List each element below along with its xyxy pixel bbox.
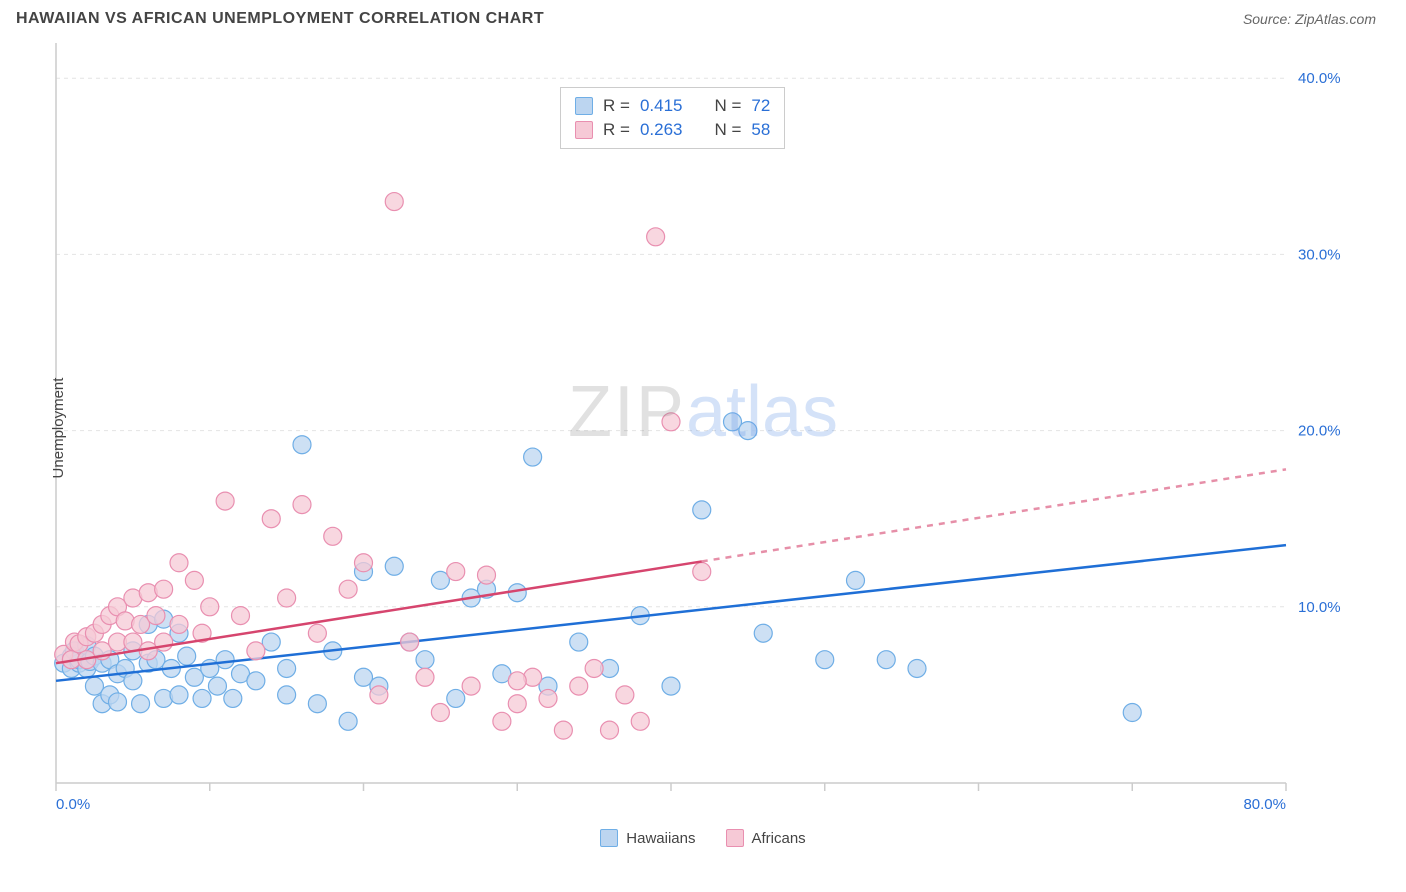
data-point bbox=[447, 689, 465, 707]
data-point bbox=[247, 642, 265, 660]
data-point bbox=[185, 571, 203, 589]
data-point bbox=[631, 712, 649, 730]
legend-label: Africans bbox=[752, 830, 806, 847]
y-tick-label: 30.0% bbox=[1298, 246, 1341, 263]
legend-label: Hawaiians bbox=[626, 830, 695, 847]
data-point bbox=[109, 693, 127, 711]
data-point bbox=[493, 712, 511, 730]
data-point bbox=[754, 624, 772, 642]
data-point bbox=[416, 651, 434, 669]
x-tick-label: 80.0% bbox=[1243, 796, 1286, 813]
data-point bbox=[647, 228, 665, 246]
data-point bbox=[201, 598, 219, 616]
data-point bbox=[385, 193, 403, 211]
data-point bbox=[293, 436, 311, 454]
data-point bbox=[570, 677, 588, 695]
data-point bbox=[339, 712, 357, 730]
y-tick-label: 10.0% bbox=[1298, 599, 1341, 616]
data-point bbox=[193, 689, 211, 707]
bottom-legend: Hawaiians Africans bbox=[0, 829, 1406, 847]
data-point bbox=[308, 695, 326, 713]
data-point bbox=[278, 659, 296, 677]
y-tick-label: 40.0% bbox=[1298, 70, 1341, 87]
data-point bbox=[1123, 704, 1141, 722]
stats-legend-box: R = 0.415 N = 72 R = 0.263 N = 58 bbox=[560, 87, 785, 149]
y-axis-title: Unemployment bbox=[50, 378, 67, 479]
stat-n-label: N = bbox=[714, 96, 741, 116]
data-point bbox=[247, 672, 265, 690]
chart-source: Source: ZipAtlas.com bbox=[1243, 11, 1376, 27]
data-point bbox=[462, 677, 480, 695]
data-point bbox=[170, 615, 188, 633]
data-point bbox=[847, 571, 865, 589]
data-point bbox=[147, 607, 165, 625]
data-point bbox=[132, 695, 150, 713]
stat-n-value: 72 bbox=[751, 96, 770, 116]
data-point bbox=[278, 589, 296, 607]
chart-area: Unemployment 10.0% 20.0% 30.0% 40.0% 0.0% 80.… bbox=[16, 33, 1390, 823]
data-point bbox=[693, 563, 711, 581]
data-point bbox=[816, 651, 834, 669]
data-point bbox=[539, 689, 557, 707]
data-point bbox=[293, 496, 311, 514]
legend-item: Africans bbox=[726, 829, 806, 847]
y-tick-label: 20.0% bbox=[1298, 423, 1341, 440]
data-point bbox=[908, 659, 926, 677]
data-point bbox=[308, 624, 326, 642]
data-point bbox=[739, 422, 757, 440]
data-point bbox=[385, 557, 403, 575]
data-point bbox=[170, 686, 188, 704]
data-point bbox=[662, 413, 680, 431]
stat-n-value: 58 bbox=[751, 120, 770, 140]
data-point bbox=[155, 580, 173, 598]
data-point bbox=[478, 566, 496, 584]
data-point bbox=[447, 563, 465, 581]
data-point bbox=[124, 672, 142, 690]
regression-extrapolation bbox=[702, 469, 1286, 561]
stat-r-label: R = bbox=[603, 120, 630, 140]
data-point bbox=[401, 633, 419, 651]
data-point bbox=[662, 677, 680, 695]
data-point bbox=[693, 501, 711, 519]
data-point bbox=[216, 651, 234, 669]
x-tick-label: 0.0% bbox=[56, 796, 90, 813]
data-point bbox=[508, 695, 526, 713]
data-point bbox=[431, 704, 449, 722]
stat-r-value: 0.415 bbox=[640, 96, 683, 116]
data-point bbox=[262, 510, 280, 528]
data-point bbox=[170, 554, 188, 572]
data-point bbox=[224, 689, 242, 707]
data-point bbox=[570, 633, 588, 651]
legend-swatch bbox=[726, 829, 744, 847]
data-point bbox=[278, 686, 296, 704]
data-point bbox=[524, 448, 542, 466]
scatter-chart: 10.0% 20.0% 30.0% 40.0% 0.0% 80.0% bbox=[16, 33, 1356, 823]
legend-swatch bbox=[600, 829, 618, 847]
data-point bbox=[585, 659, 603, 677]
data-point bbox=[508, 672, 526, 690]
stat-r-value: 0.263 bbox=[640, 120, 683, 140]
stats-row: R = 0.415 N = 72 bbox=[575, 94, 770, 118]
data-point bbox=[208, 677, 226, 695]
data-point bbox=[339, 580, 357, 598]
stat-r-label: R = bbox=[603, 96, 630, 116]
stats-swatch bbox=[575, 121, 593, 139]
data-point bbox=[232, 607, 250, 625]
data-point bbox=[616, 686, 634, 704]
chart-header: HAWAIIAN VS AFRICAN UNEMPLOYMENT CORRELA… bbox=[0, 0, 1406, 33]
legend-item: Hawaiians bbox=[600, 829, 695, 847]
data-point bbox=[416, 668, 434, 686]
stats-row: R = 0.263 N = 58 bbox=[575, 118, 770, 142]
data-point bbox=[324, 527, 342, 545]
data-point bbox=[877, 651, 895, 669]
data-point bbox=[216, 492, 234, 510]
chart-title: HAWAIIAN VS AFRICAN UNEMPLOYMENT CORRELA… bbox=[16, 10, 544, 28]
data-point bbox=[554, 721, 572, 739]
stats-swatch bbox=[575, 97, 593, 115]
data-point bbox=[355, 554, 373, 572]
data-point bbox=[178, 647, 196, 665]
data-point bbox=[601, 721, 619, 739]
stat-n-label: N = bbox=[714, 120, 741, 140]
data-point bbox=[370, 686, 388, 704]
